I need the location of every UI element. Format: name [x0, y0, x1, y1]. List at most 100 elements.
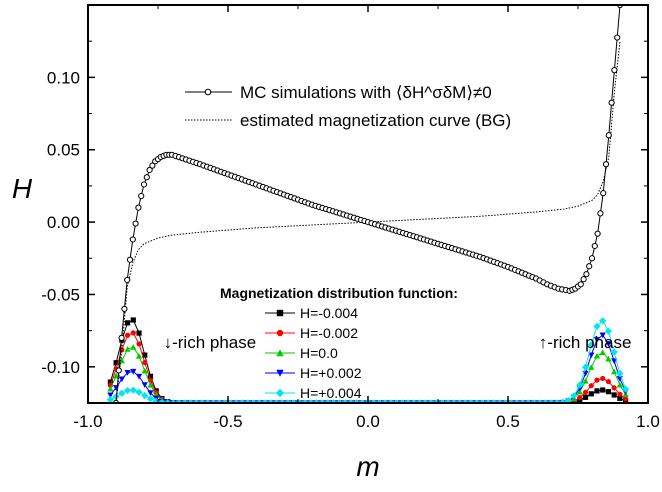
distribution-legend-marker-0	[276, 309, 284, 317]
mc-point-7	[132, 220, 139, 227]
distribution-point-4-0	[106, 396, 114, 403]
distribution-point-4-79	[559, 398, 567, 403]
distribution-point-0-83	[582, 394, 589, 400]
distribution-line-2	[109, 346, 627, 403]
mc-point-147	[605, 132, 612, 139]
y-tick-label-4: 0.10	[47, 68, 80, 87]
distribution-point-2-3	[124, 346, 131, 352]
x-axis-title: m	[356, 451, 379, 482]
distribution-point-3-5	[135, 373, 143, 380]
distribution-point-1-87	[605, 378, 612, 385]
mc-point-141	[588, 255, 596, 262]
distribution-point-3-0	[107, 392, 114, 399]
mc-point-2	[118, 334, 125, 341]
distribution-legend-label-3: H=+0.002	[300, 365, 362, 381]
y-axis-title: H	[12, 173, 33, 204]
distribution-point-3-84	[588, 352, 595, 359]
distribution-point-1-84	[588, 383, 594, 389]
distribution-point-2-86	[599, 349, 606, 356]
distribution-point-2-4	[130, 344, 137, 350]
distribution-point-2-2	[118, 357, 125, 364]
distribution-point-1-82	[577, 395, 583, 401]
legend-label-1: estimated magnetization curve (BG)	[240, 111, 511, 130]
distribution-point-1-3	[124, 332, 131, 338]
distribution-point-4-85	[593, 322, 601, 330]
mc-point-146	[602, 161, 610, 168]
mc-point-13	[149, 162, 156, 169]
distribution-legend-marker-3	[276, 369, 284, 377]
distribution-point-1-85	[594, 377, 600, 383]
annotation-1: ↑-rich phase	[539, 333, 632, 352]
mc-point-3	[121, 305, 128, 313]
mc-point-12	[146, 166, 153, 174]
distribution-point-3-2	[118, 376, 125, 383]
mc-point-9	[138, 192, 145, 200]
mc-point-149	[611, 67, 618, 74]
distribution-point-1-83	[582, 389, 589, 395]
distribution-point-4-6	[141, 391, 149, 400]
distribution-point-3-86	[599, 332, 606, 339]
main-series	[112, 5, 624, 403]
annotation-0: ↓-rich phase	[164, 333, 257, 352]
mc-point-10	[140, 181, 148, 188]
mc-point-140	[586, 263, 593, 270]
distribution-point-4-82	[576, 381, 584, 389]
distribution-point-3-85	[593, 337, 601, 343]
y-tick-label-0: -0.10	[41, 358, 80, 377]
distribution-point-1-90	[623, 396, 629, 402]
distribution-point-2-88	[611, 368, 618, 375]
y-tick-label-2: 0.00	[47, 213, 80, 232]
distribution-legend-label-4: H=+0.004	[300, 385, 362, 401]
mc-point-144	[597, 210, 604, 217]
distribution-point-1-5	[136, 341, 142, 347]
distribution-point-4-81	[570, 392, 578, 400]
mc-point-137	[577, 281, 584, 288]
distribution-point-2-87	[605, 355, 612, 362]
distribution-point-4-88	[610, 348, 618, 356]
distribution-point-4-2	[118, 389, 126, 397]
distribution-point-0-84	[588, 391, 594, 397]
distribution-point-1-4	[130, 330, 136, 336]
mc-point-138	[580, 276, 587, 283]
distribution-point-3-87	[605, 341, 612, 347]
mc-point-142	[591, 242, 598, 250]
x-tick-label-4: 1.0	[636, 412, 660, 431]
distribution-legend-label-1: H=-0.002	[300, 325, 358, 341]
mc-point-1	[115, 367, 122, 374]
mc-point-5	[126, 256, 134, 263]
mc-point-6	[129, 236, 136, 243]
x-tick-label-1: -0.5	[213, 412, 242, 431]
legend-marker-0	[204, 88, 212, 96]
distribution-point-4-87	[604, 327, 613, 335]
distribution-point-1-89	[617, 391, 623, 397]
mc-point-150	[614, 34, 621, 41]
distribution-point-0-0	[107, 379, 113, 385]
distribution-legend-marker-4	[275, 388, 285, 398]
distribution-point-4-80	[564, 396, 572, 403]
distribution-legend-label-0: H=-0.004	[300, 305, 358, 321]
mc-point-8	[135, 204, 142, 211]
distribution-point-0-7	[147, 373, 154, 379]
distribution-point-0-4	[130, 317, 136, 323]
distribution-point-4-84	[587, 341, 595, 349]
distribution-legend-marker-2	[276, 349, 284, 357]
distribution-point-0-86	[600, 387, 606, 393]
distribution-point-1-6	[142, 359, 148, 366]
distribution-point-0-85	[594, 388, 600, 394]
distribution-point-4-3	[123, 386, 132, 395]
x-tick-label-3: 0.5	[496, 412, 520, 431]
mc-point-148	[608, 99, 615, 106]
x-tick-label-2: 0.0	[356, 412, 380, 431]
mc-point-4	[124, 276, 131, 284]
distribution-point-4-7	[146, 395, 155, 403]
distribution-point-1-88	[611, 385, 617, 391]
distribution-point-4-89	[616, 369, 624, 378]
distribution-point-3-4	[130, 368, 137, 375]
distribution-point-4-86	[599, 317, 607, 325]
mc-point-143	[594, 230, 601, 237]
distribution-point-0-87	[605, 389, 612, 395]
distribution-point-0-1	[113, 360, 119, 366]
distribution-point-4-5	[135, 388, 143, 396]
x-tick-label-0: -1.0	[73, 412, 102, 431]
